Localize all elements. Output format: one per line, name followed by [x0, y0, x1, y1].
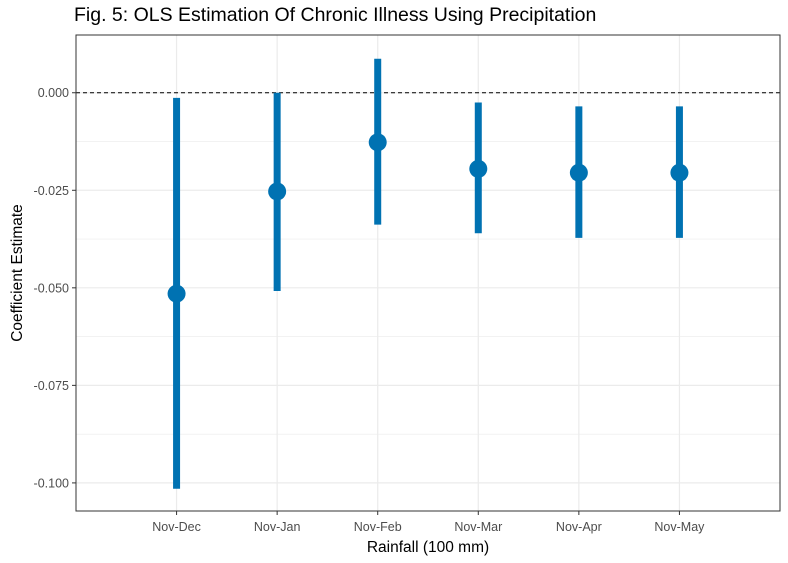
- coefficient-point: [569, 163, 588, 182]
- x-tick-label: Nov-Jan: [254, 520, 301, 534]
- panel-border: [75, 34, 781, 512]
- y-tick-label: 0.000: [38, 86, 69, 100]
- x-tick-label: Nov-Dec: [152, 520, 201, 534]
- x-tick-label: Nov-May: [654, 520, 705, 534]
- coefficient-point: [268, 182, 287, 201]
- chart-title: Fig. 5: OLS Estimation Of Chronic Illnes…: [74, 4, 597, 26]
- y-tick-label: -0.075: [34, 379, 69, 393]
- y-tick-label: -0.025: [34, 184, 69, 198]
- coefficient-point: [167, 284, 186, 303]
- y-axis-title: Coefficient Estimate: [9, 204, 26, 342]
- y-tick-label: -0.050: [34, 281, 69, 295]
- coefficient-point: [368, 133, 387, 152]
- y-tick-label: -0.100: [34, 476, 69, 490]
- coefficient-point: [670, 163, 689, 182]
- x-tick-label: Nov-Mar: [454, 520, 502, 534]
- plot-panel: [76, 35, 780, 511]
- coefficient-point: [469, 159, 488, 178]
- x-tick-label: Nov-Apr: [556, 520, 602, 534]
- x-tick-label: Nov-Feb: [354, 520, 402, 534]
- x-axis-title: Rainfall (100 mm): [367, 539, 489, 556]
